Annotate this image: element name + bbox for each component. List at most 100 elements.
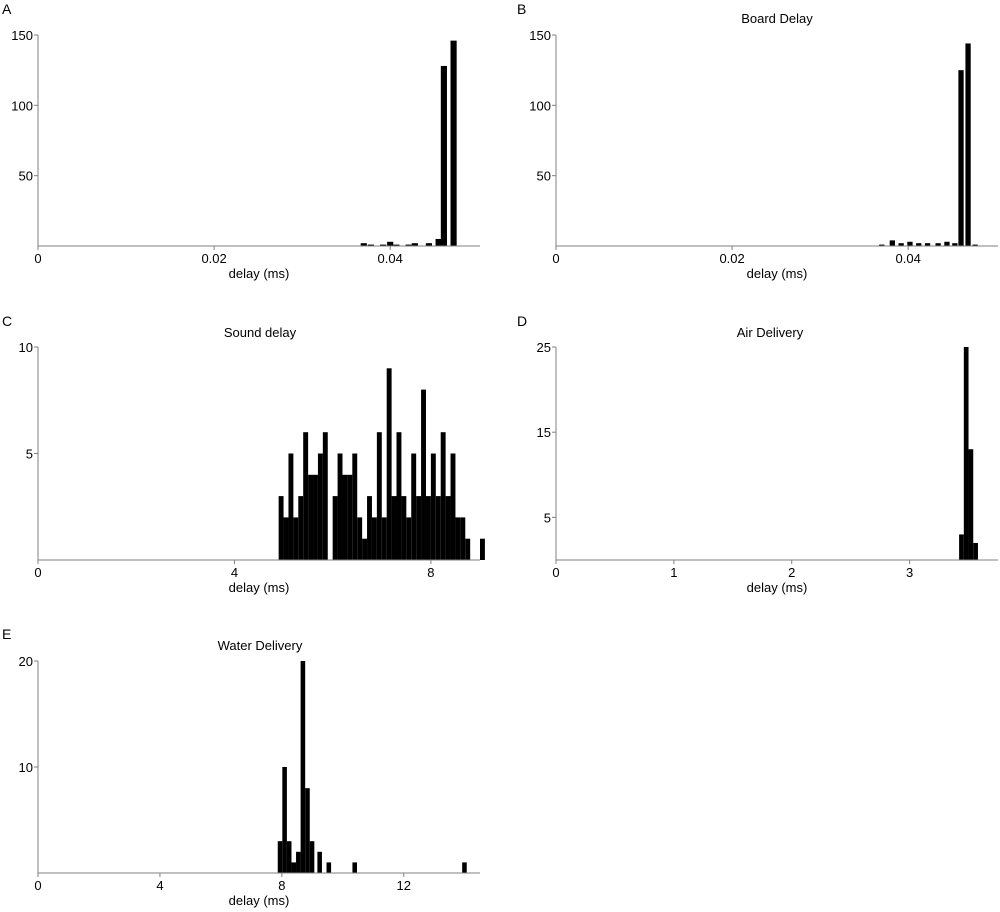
- histogram-bar: [916, 243, 922, 246]
- histogram-bar: [352, 453, 358, 560]
- x-tick-label: 3: [906, 565, 913, 580]
- y-tick-label: 100: [11, 98, 33, 113]
- histogram-bar: [435, 496, 441, 560]
- histogram-bar: [924, 243, 931, 246]
- histogram-bar: [286, 841, 292, 873]
- histogram-bar: [277, 841, 283, 873]
- histogram-bar: [450, 453, 456, 560]
- panel-title: Board Delay: [741, 11, 813, 26]
- y-tick-label: 50: [537, 169, 551, 184]
- y-tick-label: 100: [529, 98, 551, 113]
- x-tick-label: 4: [231, 565, 238, 580]
- histogram-bar: [326, 862, 332, 873]
- panel-a: A 0 0.02 0.04 50 100 150 delay (ms): [2, 1, 480, 281]
- y-tick-label: 150: [11, 28, 33, 43]
- histogram-bar: [968, 449, 974, 560]
- y-tick-label: 10: [19, 760, 33, 775]
- y-tick-label: 150: [529, 28, 551, 43]
- histogram-bar: [367, 244, 374, 246]
- histogram-bar: [300, 661, 306, 873]
- x-tick-label: 12: [397, 878, 411, 893]
- histogram-bar: [401, 496, 407, 560]
- panel-label: E: [2, 626, 11, 642]
- histogram-bar: [342, 474, 348, 560]
- histogram-bar: [317, 851, 322, 873]
- panel-title: Sound delay: [224, 325, 297, 340]
- x-tick-label: 8: [278, 878, 285, 893]
- histogram-bar: [406, 517, 412, 560]
- histogram-bar: [332, 496, 338, 560]
- histogram-bar: [907, 241, 913, 246]
- histogram-bar: [952, 243, 958, 246]
- y-tick-label: 20: [19, 654, 33, 669]
- histogram-bar: [317, 453, 323, 560]
- y-tick-label: 15: [537, 425, 551, 440]
- histogram-bar: [460, 517, 466, 560]
- panel-title: Water Delivery: [218, 638, 303, 653]
- histogram-bar: [393, 244, 400, 246]
- histogram-bar: [347, 474, 353, 560]
- histogram-bar: [440, 432, 446, 560]
- histogram-bar: [411, 453, 417, 560]
- histogram-bar: [935, 243, 941, 246]
- panel-label: B: [517, 1, 526, 17]
- histogram-bar: [291, 862, 297, 873]
- y-tick-label: 5: [26, 447, 33, 462]
- y-tick-label: 10: [19, 340, 33, 355]
- histogram-bar: [958, 70, 964, 247]
- histogram-bar: [288, 453, 294, 560]
- histogram-bar: [381, 517, 387, 560]
- histogram-bar: [480, 538, 485, 560]
- histogram-bar: [371, 517, 377, 560]
- histogram-bar: [462, 862, 467, 873]
- histogram-bar: [425, 496, 431, 560]
- x-tick-label: 4: [156, 878, 163, 893]
- histogram-bar: [445, 496, 451, 560]
- histogram-bar: [337, 453, 343, 560]
- histogram-bar: [435, 238, 442, 246]
- panel-b: B Board Delay 0 0.02 0.04 50 100 150 delay (ms): [517, 1, 998, 281]
- histogram-bar: [440, 65, 447, 247]
- histogram-bar: [972, 244, 978, 246]
- panel-e: E Water Delivery 0 4 8 12 10 20 delay (ms): [2, 626, 480, 908]
- histogram-bar: [387, 241, 394, 246]
- histogram-bar: [357, 517, 363, 560]
- histogram-bar: [352, 862, 358, 873]
- panel-d: D Air Delivery 0 1 2 3 5 15 25 delay (ms): [517, 313, 998, 595]
- x-tick-label: 0: [552, 251, 559, 266]
- x-axis-label: delay (ms): [747, 580, 808, 595]
- x-tick-label: 0.04: [378, 251, 403, 266]
- x-axis-label: delay (ms): [229, 893, 290, 908]
- x-tick-label: 0: [34, 251, 41, 266]
- y-tick-label: 50: [19, 169, 33, 184]
- histogram-bar: [430, 453, 436, 560]
- histogram-bar: [963, 347, 969, 560]
- y-tick-label: 5: [544, 510, 551, 525]
- panel-label: D: [517, 313, 527, 329]
- histogram-bar: [391, 496, 397, 560]
- histogram-bar: [959, 534, 964, 560]
- histogram-bar: [425, 243, 433, 246]
- y-tick-label: 25: [537, 340, 551, 355]
- x-tick-label: 1: [670, 565, 677, 580]
- histogram-bar: [308, 474, 314, 560]
- histogram-bar: [405, 244, 412, 246]
- histogram-bar: [293, 517, 299, 560]
- histogram-bar: [305, 788, 310, 873]
- x-axis-label: delay (ms): [229, 580, 290, 595]
- histogram-bar: [898, 243, 904, 246]
- histogram-bar: [282, 767, 287, 873]
- histogram-bar: [421, 389, 426, 560]
- x-tick-label: 0.04: [896, 251, 921, 266]
- histogram-bar: [283, 517, 289, 560]
- panel-label: A: [2, 1, 12, 17]
- histogram-bar: [944, 241, 950, 246]
- x-tick-label: 0.02: [201, 251, 226, 266]
- histogram-bar: [965, 43, 971, 246]
- x-tick-label: 2: [788, 565, 795, 580]
- histogram-bar: [303, 432, 309, 560]
- histogram-bar: [298, 496, 304, 560]
- histogram-bar: [879, 244, 885, 246]
- histogram-bar: [889, 240, 895, 246]
- x-tick-label: 0: [552, 565, 559, 580]
